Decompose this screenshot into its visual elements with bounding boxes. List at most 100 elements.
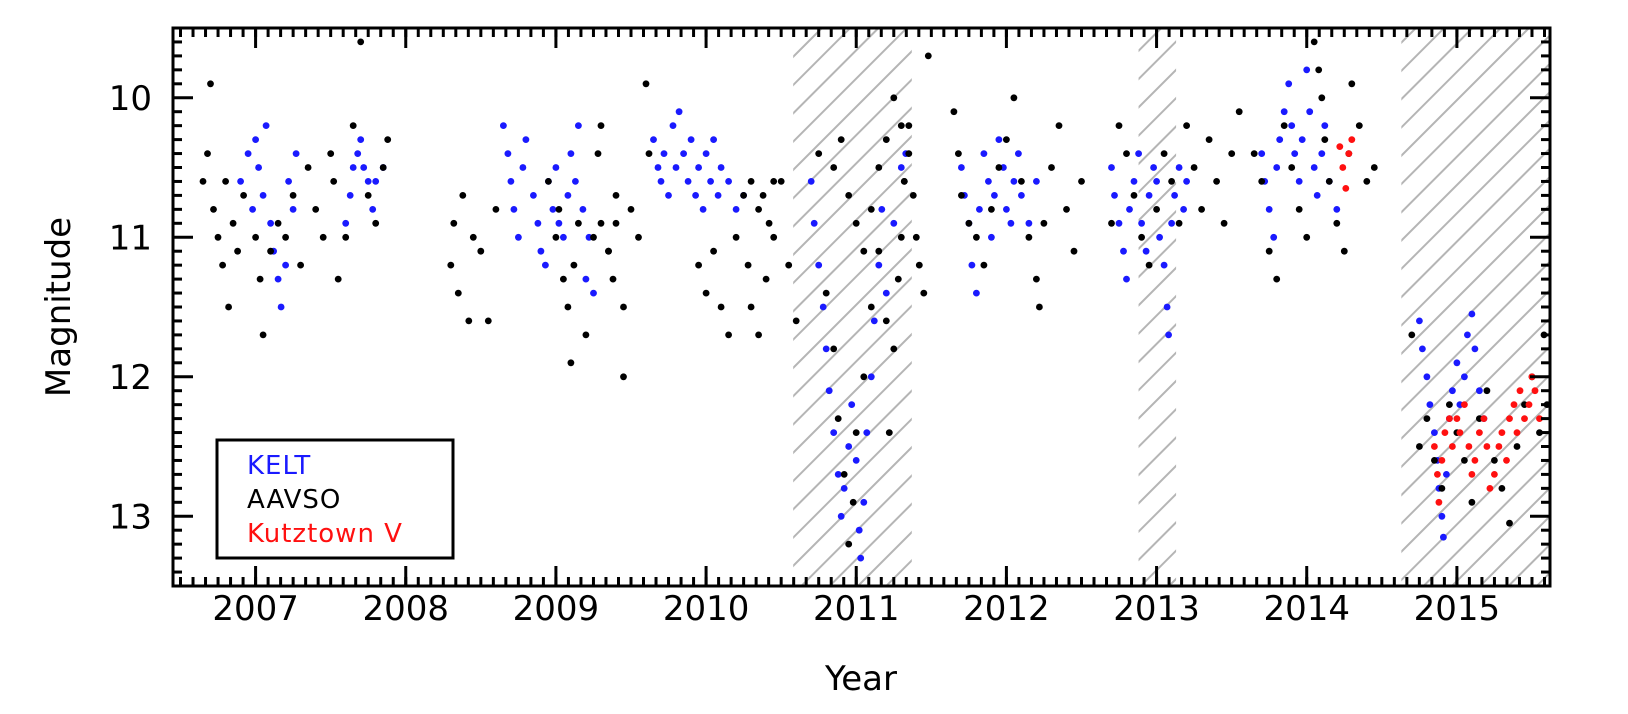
shaded-interval-2 [1401, 28, 1550, 586]
point-1-140 [1108, 219, 1115, 227]
point-1-169 [1321, 136, 1329, 144]
point-1-70 [732, 233, 740, 241]
point-0-111 [1015, 150, 1022, 158]
point-1-189 [1491, 457, 1498, 464]
point-1-143 [1130, 192, 1138, 199]
point-2-34 [1536, 415, 1543, 422]
point-1-130 [1018, 178, 1025, 185]
point-0-37 [549, 206, 557, 213]
point-1-166 [1310, 38, 1318, 46]
point-0-100 [973, 289, 980, 297]
point-2-28 [1513, 429, 1521, 436]
point-1-131 [1025, 233, 1033, 241]
point-0-56 [675, 108, 683, 116]
point-0-142 [1276, 136, 1284, 144]
point-0-173 [1468, 310, 1476, 318]
point-0-156 [1333, 206, 1341, 213]
point-1-150 [1183, 122, 1190, 129]
point-1-160 [1265, 247, 1273, 255]
point-0-91 [878, 206, 886, 213]
point-1-27 [357, 38, 365, 46]
point-1-79 [792, 317, 800, 325]
x-axis-title: Year [824, 659, 897, 699]
point-1-144 [1138, 233, 1145, 241]
point-2-19 [1480, 415, 1488, 422]
point-1-66 [702, 289, 710, 297]
point-1-135 [1048, 164, 1055, 171]
point-2-25 [1503, 457, 1510, 464]
point-0-22 [369, 206, 377, 213]
point-0-41 [564, 192, 572, 199]
point-0-54 [669, 122, 677, 129]
point-1-153 [1205, 136, 1213, 144]
point-0-58 [684, 178, 692, 185]
y-tick-labels: 10 11 12 13 [109, 79, 152, 538]
point-1-15 [274, 219, 282, 227]
point-0-75 [822, 345, 830, 353]
point-1-186 [1468, 498, 1476, 506]
point-0-145 [1288, 122, 1296, 129]
point-0-2 [249, 206, 256, 213]
point-0-89 [870, 317, 878, 325]
point-1-175 [1355, 122, 1363, 129]
point-0-146 [1291, 150, 1299, 158]
x-tick-label-2012: 2012 [963, 589, 1050, 629]
point-0-4 [255, 164, 262, 171]
point-1-20 [312, 206, 320, 213]
point-1-11 [252, 233, 259, 241]
point-1-31 [384, 136, 392, 144]
point-0-67 [717, 164, 725, 171]
axis-ticks [173, 28, 1550, 588]
point-0-21 [364, 178, 372, 185]
point-1-9 [234, 247, 242, 255]
point-1-99 [915, 261, 923, 269]
point-1-158 [1250, 150, 1258, 158]
point-0-5 [259, 192, 267, 199]
point-0-117 [1115, 219, 1123, 227]
point-0-148 [1298, 136, 1306, 144]
point-0-76 [825, 387, 833, 395]
point-1-171 [1333, 219, 1341, 227]
point-2-18 [1476, 429, 1483, 436]
point-0-68 [725, 178, 732, 185]
point-2-31 [1525, 401, 1533, 408]
point-2-2 [1342, 185, 1350, 192]
point-2-0 [1336, 143, 1344, 151]
point-0-150 [1306, 108, 1314, 116]
point-1-92 [882, 136, 890, 144]
point-1-96 [905, 150, 913, 158]
point-1-176 [1363, 178, 1371, 185]
point-0-40 [560, 233, 567, 241]
point-1-62 [635, 233, 642, 241]
point-2-11 [1449, 443, 1456, 450]
point-0-73 [815, 261, 823, 269]
point-0-49 [650, 136, 657, 144]
point-1-159 [1258, 178, 1266, 185]
point-1-168 [1318, 94, 1326, 102]
point-0-118 [1120, 247, 1127, 255]
point-0-153 [1318, 150, 1326, 158]
point-1-5 [219, 261, 227, 269]
point-1-118 [900, 178, 908, 185]
point-1-109 [852, 429, 860, 436]
x-tick-label-2010: 2010 [663, 589, 750, 629]
shaded-interval-0 [793, 28, 912, 586]
point-1-19 [304, 164, 312, 171]
point-0-83 [852, 457, 860, 464]
point-0-131 [1165, 331, 1172, 339]
point-0-147 [1295, 178, 1303, 185]
point-1-71 [740, 192, 747, 199]
point-1-113 [882, 317, 890, 325]
point-2-3 [1345, 150, 1353, 158]
point-1-36 [465, 317, 473, 325]
point-1-67 [710, 247, 717, 255]
point-1-52 [597, 122, 605, 129]
point-0-134 [1175, 164, 1183, 171]
point-1-183 [1446, 401, 1453, 408]
x-tick-label-2015: 2015 [1414, 589, 1501, 629]
point-0-55 [672, 164, 680, 171]
point-1-84 [770, 178, 778, 185]
point-0-64 [707, 178, 714, 185]
point-0-154 [1321, 122, 1329, 129]
point-0-28 [510, 206, 518, 213]
